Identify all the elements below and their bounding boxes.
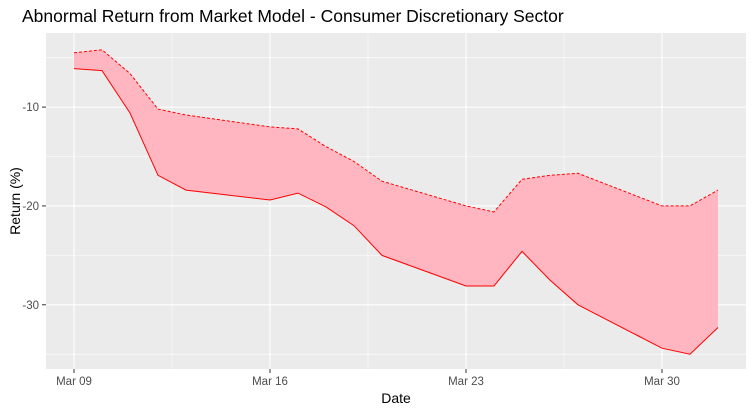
y-tick-label: -30 <box>22 300 39 312</box>
y-tick-label: -10 <box>22 102 39 114</box>
x-tick-label: Mar 30 <box>644 376 680 388</box>
chart-title: Abnormal Return from Market Model - Cons… <box>22 6 564 26</box>
x-axis-title: Date <box>381 390 411 406</box>
return-range-band <box>74 49 718 355</box>
upper-return-line <box>73 49 719 213</box>
lower-return-line <box>73 68 719 355</box>
y-tick-label: -20 <box>22 201 39 213</box>
x-tick-label: Mar 09 <box>56 376 92 388</box>
y-axis-title: Return (%) <box>7 167 23 235</box>
axis-ticks: Mar 09 Mar 16 Mar 23 Mar 30 -10 -20 -30 <box>22 102 680 388</box>
x-tick-label: Mar 23 <box>448 376 484 388</box>
x-tick-label: Mar 16 <box>252 376 288 388</box>
